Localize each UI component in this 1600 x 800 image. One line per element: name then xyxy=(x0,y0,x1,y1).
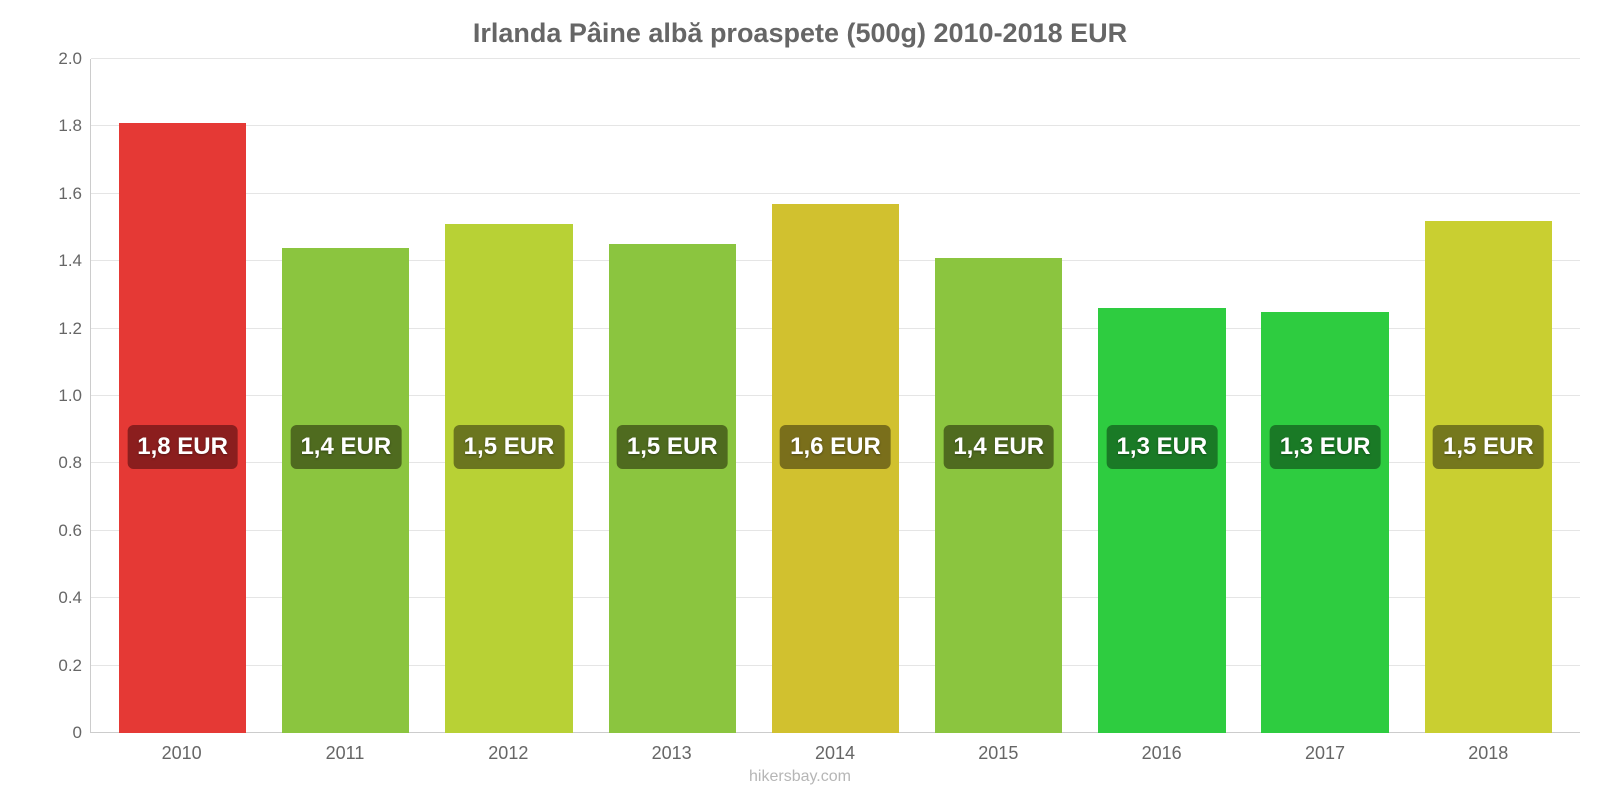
y-tick-label: 1.4 xyxy=(58,251,82,271)
plot-region: 00.20.40.60.81.01.21.41.61.82.0 1,8 EUR1… xyxy=(0,59,1600,733)
attribution-text: hikersbay.com xyxy=(0,768,1600,800)
bar-slot: 1,6 EUR xyxy=(754,59,917,733)
x-tick-label: 2013 xyxy=(590,743,753,764)
y-tick-label: 0.2 xyxy=(58,656,82,676)
bar-slot: 1,4 EUR xyxy=(917,59,1080,733)
bar-value-label: 1,6 EUR xyxy=(780,425,891,469)
y-tick-label: 0.6 xyxy=(58,521,82,541)
y-tick-label: 0.4 xyxy=(58,588,82,608)
bar-value-label: 1,8 EUR xyxy=(127,425,238,469)
x-axis: 201020112012201320142015201620172018 xyxy=(0,733,1600,768)
bar: 1,5 EUR xyxy=(1425,221,1552,733)
bar: 1,3 EUR xyxy=(1098,308,1225,733)
y-tick-label: 1.6 xyxy=(58,184,82,204)
bar: 1,4 EUR xyxy=(282,248,409,733)
bar-value-label: 1,3 EUR xyxy=(1270,425,1381,469)
bars-container: 1,8 EUR 1,4 EUR 1,5 EUR 1,5 EUR 1,6 EUR 1,4 E… xyxy=(91,59,1580,733)
bar: 1,8 EUR xyxy=(119,123,246,733)
x-tick-label: 2010 xyxy=(100,743,263,764)
bar-value-label: 1,4 EUR xyxy=(943,425,1054,469)
bar-slot: 1,5 EUR xyxy=(427,59,590,733)
bar-value-label: 1,3 EUR xyxy=(1107,425,1218,469)
bar-slot: 1,8 EUR xyxy=(101,59,264,733)
y-tick-label: 2.0 xyxy=(58,49,82,69)
bar-value-label: 1,5 EUR xyxy=(454,425,565,469)
y-tick-label: 0.8 xyxy=(58,453,82,473)
y-axis: 00.20.40.60.81.01.21.41.61.82.0 xyxy=(20,59,90,733)
x-tick-label: 2016 xyxy=(1080,743,1243,764)
bar: 1,5 EUR xyxy=(609,244,736,733)
plot-area: 1,8 EUR 1,4 EUR 1,5 EUR 1,5 EUR 1,6 EUR 1,4 E… xyxy=(90,59,1580,733)
x-tick-label: 2014 xyxy=(753,743,916,764)
bar-value-label: 1,5 EUR xyxy=(617,425,728,469)
x-tick-label: 2011 xyxy=(263,743,426,764)
bar-slot: 1,4 EUR xyxy=(264,59,427,733)
bar-slot: 1,5 EUR xyxy=(591,59,754,733)
chart-title: Irlanda Pâine albă proaspete (500g) 2010… xyxy=(0,0,1600,59)
x-tick-label: 2012 xyxy=(427,743,590,764)
bar-slot: 1,5 EUR xyxy=(1407,59,1570,733)
bar: 1,4 EUR xyxy=(935,258,1062,733)
y-tick-label: 1.0 xyxy=(58,386,82,406)
bar: 1,6 EUR xyxy=(772,204,899,733)
y-tick-label: 0 xyxy=(73,723,82,743)
bar-slot: 1,3 EUR xyxy=(1080,59,1243,733)
y-tick-label: 1.8 xyxy=(58,116,82,136)
y-tick-label: 1.2 xyxy=(58,319,82,339)
bar-chart: Irlanda Pâine albă proaspete (500g) 2010… xyxy=(0,0,1600,800)
bar: 1,5 EUR xyxy=(445,224,572,733)
bar-value-label: 1,5 EUR xyxy=(1433,425,1544,469)
x-tick-label: 2015 xyxy=(917,743,1080,764)
bar-value-label: 1,4 EUR xyxy=(290,425,401,469)
bar-slot: 1,3 EUR xyxy=(1244,59,1407,733)
x-tick-label: 2018 xyxy=(1407,743,1570,764)
x-tick-label: 2017 xyxy=(1243,743,1406,764)
bar: 1,3 EUR xyxy=(1261,312,1388,733)
x-tick-row: 201020112012201320142015201620172018 xyxy=(90,733,1580,768)
